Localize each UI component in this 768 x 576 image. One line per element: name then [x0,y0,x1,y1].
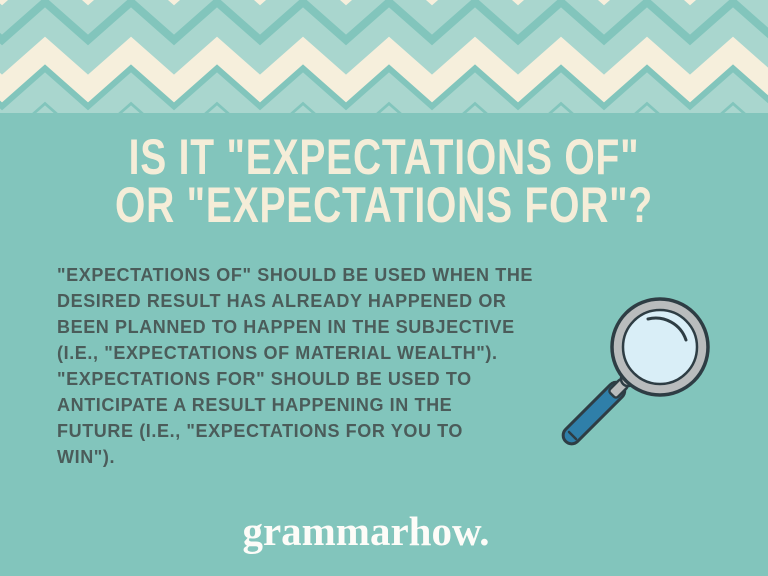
body-line: "EXPECTATIONS OF" SHOULD BE USED WHEN TH… [57,265,534,285]
body-line: (I.E., "EXPECTATIONS OF MATERIAL WEALTH"… [57,343,498,363]
body-line: DESIRED RESULT HAS ALREADY HAPPENED OR [57,291,507,311]
body-text: "EXPECTATIONS OF" SHOULD BE USED WHEN TH… [57,262,537,470]
brand-logo: grammarhow. [242,508,490,554]
body-line: FUTURE (I.E., "EXPECTATIONS FOR YOU TO [57,421,464,441]
body-line: ANTICIPATE A RESULT HAPPENING IN THE [57,395,453,415]
page-title: IS IT "EXPECTATIONS OF" OR "EXPECTATIONS… [84,129,683,233]
lens-highlight [646,316,688,342]
magnifying-glass-icon [561,297,710,446]
chevron-pattern [0,0,768,113]
title-line-1: IS IT "EXPECTATIONS OF" [128,129,640,185]
magnifier-lens [621,308,699,386]
title-line-2: OR "EXPECTATIONS FOR"? [114,177,654,233]
body-line: WIN"). [57,447,116,467]
body-line: "EXPECTATIONS FOR" SHOULD BE USED TO [57,369,472,389]
body-line: BEEN PLANNED TO HAPPEN IN THE SUBJECTIVE [57,317,515,337]
